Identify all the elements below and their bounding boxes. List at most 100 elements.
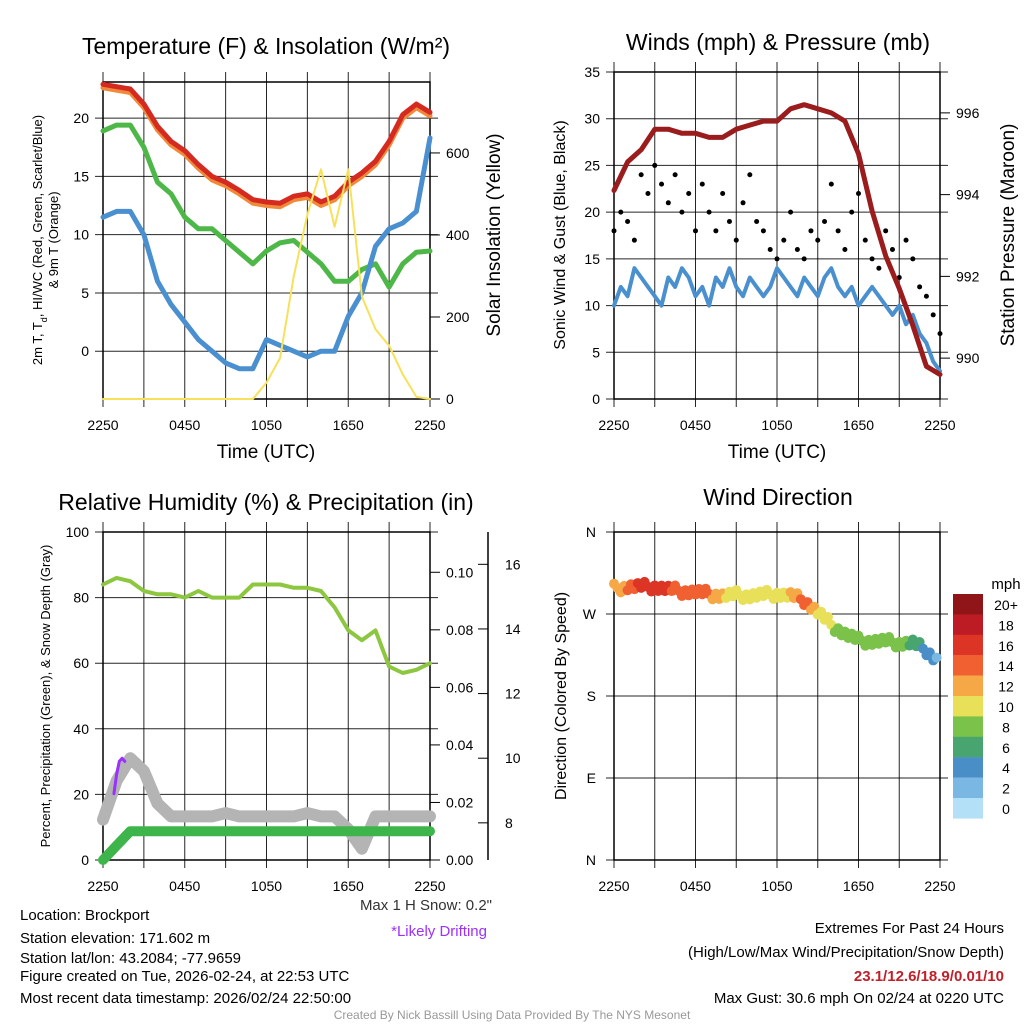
solar-y-tick-label: 400 — [446, 227, 470, 243]
colorbar-title: mph — [991, 576, 1020, 593]
gust-point — [618, 209, 624, 215]
x-tick-label: 2250 — [414, 417, 445, 433]
extremes-title: Extremes For Past 24 Hours — [815, 920, 1004, 937]
solar-y-tick-label: 0 — [446, 391, 454, 407]
x-tick-label: 1050 — [761, 878, 792, 894]
gust-point — [930, 312, 936, 318]
plot-frame — [102, 81, 431, 400]
dir-y-tick-label: N — [586, 852, 596, 868]
colorbar-label: 2 — [1002, 781, 1010, 797]
x-tick-label: 0450 — [680, 878, 711, 894]
colorbar-label: 10 — [998, 699, 1014, 715]
solar-y-tick-label: 200 — [446, 309, 470, 325]
gust-point — [923, 293, 929, 299]
dir-ylabel: Direction (Colored By Speed) — [553, 592, 570, 800]
extremes-values: 23.1/12.6/18.9/0.01/10 — [854, 968, 1004, 985]
rh-y-tick-label: 60 — [73, 655, 89, 671]
gust-point — [828, 181, 834, 187]
x-tick-label: 1650 — [333, 878, 364, 894]
pressure-line — [611, 102, 943, 377]
gust-point — [665, 200, 671, 206]
gust-point — [631, 237, 637, 243]
wind-y-tick-label: 35 — [584, 64, 600, 80]
gust-point — [747, 172, 753, 178]
x-tick-label: 1050 — [761, 417, 792, 433]
snow-y-tick-label: 10 — [505, 750, 521, 766]
gust-point — [686, 190, 692, 196]
snow-y-tick-label: 12 — [505, 686, 521, 702]
drifting-annotation: *Likely Drifting — [391, 923, 487, 940]
temp-ylabel-line2: & 9m T (Orange) — [46, 191, 61, 288]
gust-point — [767, 247, 773, 253]
wind-y-tick-label: 0 — [592, 391, 600, 407]
pressure-y-tick-label: 994 — [956, 187, 980, 203]
colorbar-swatch — [953, 777, 983, 799]
gust-point — [889, 247, 895, 253]
gust-point — [815, 237, 821, 243]
precip-y-tick-label: 0.08 — [446, 622, 473, 638]
rh-chart-title: Relative Humidity (%) & Precipitation (i… — [58, 489, 473, 515]
gust-point — [849, 209, 855, 215]
gust-point — [611, 228, 617, 234]
x-tick-label: 0450 — [169, 878, 200, 894]
colorbar-swatch — [953, 798, 983, 819]
gust-point — [842, 247, 848, 253]
wind-y-tick-label: 25 — [584, 157, 600, 173]
gust-point — [659, 181, 665, 187]
recent-data-text: Most recent data timestamp: 2026/02/24 2… — [20, 990, 351, 1007]
max-gust-text: Max Gust: 30.6 mph On 02/24 at 0220 UTC — [714, 990, 1004, 1007]
precip-line — [98, 826, 435, 865]
location-text: Location: Brockport — [20, 907, 150, 924]
dir-y-tick-label: N — [586, 524, 596, 540]
gust-point — [788, 209, 794, 215]
rh-line — [101, 575, 432, 675]
x-tick-label: 2250 — [87, 417, 118, 433]
gust-point — [856, 190, 861, 196]
precip-y-tick-label: 0.00 — [446, 852, 473, 868]
temp-y-tick-label: 20 — [73, 110, 89, 126]
colorbar-label: 18 — [998, 617, 1014, 633]
x-tick-label: 1650 — [843, 878, 874, 894]
wind-ylabel: Sonic Wind & Gust (Blue, Black) — [552, 120, 569, 349]
gust-point — [808, 228, 814, 234]
colorbar-swatch — [953, 696, 983, 717]
solar-line — [102, 168, 431, 400]
colorbar-label: 8 — [1002, 719, 1010, 735]
sustained-wind-line — [612, 266, 942, 373]
gust-point — [726, 218, 732, 224]
colorbar-swatch — [953, 594, 983, 615]
gust-point — [699, 181, 705, 187]
dir-chart-title: Wind Direction — [703, 484, 853, 510]
colorbar-label: 20+ — [994, 597, 1018, 613]
dir-y-tick-label: E — [587, 770, 596, 786]
rh-y-tick-label: 20 — [73, 786, 89, 802]
snow-depth-line — [97, 752, 436, 855]
pressure-y-tick-label: 992 — [956, 268, 980, 284]
gust-point — [672, 172, 678, 178]
max-snow-annotation: Max 1 H Snow: 0.2" — [360, 897, 492, 914]
gust-point — [781, 237, 787, 243]
wind-y-tick-label: 10 — [584, 298, 600, 314]
colorbar-swatch — [953, 736, 983, 758]
gust-point — [679, 209, 685, 215]
wind-ylabel-right: Station Pressure (Maroon) — [998, 124, 1019, 347]
elevation-text: Station elevation: 171.602 m — [20, 930, 210, 947]
created-text: Figure created on Tue, 2026-02-24, at 22… — [20, 968, 350, 985]
x-tick-label: 0450 — [169, 417, 200, 433]
snow-y-tick-label: 8 — [505, 815, 513, 831]
gust-point — [835, 228, 841, 234]
temp-chart-title: Temperature (F) & Insolation (W/m²) — [82, 33, 450, 59]
pressure-y-tick-label: 996 — [956, 105, 980, 121]
drifting-segment — [112, 756, 127, 796]
colorbar-swatch — [953, 757, 983, 778]
gust-point — [862, 237, 868, 243]
precip-y-tick-label: 0.10 — [446, 564, 473, 580]
colorbar-label: 6 — [1002, 740, 1010, 756]
gust-point — [733, 237, 739, 243]
wind-y-tick-label: 15 — [584, 251, 600, 267]
temp-y-tick-label: 15 — [73, 168, 89, 184]
x-tick-label: 2250 — [598, 417, 629, 433]
windchill-line — [100, 135, 433, 372]
precip-y-tick-label: 0.02 — [446, 794, 473, 810]
pressure-y-tick-label: 990 — [956, 350, 980, 366]
